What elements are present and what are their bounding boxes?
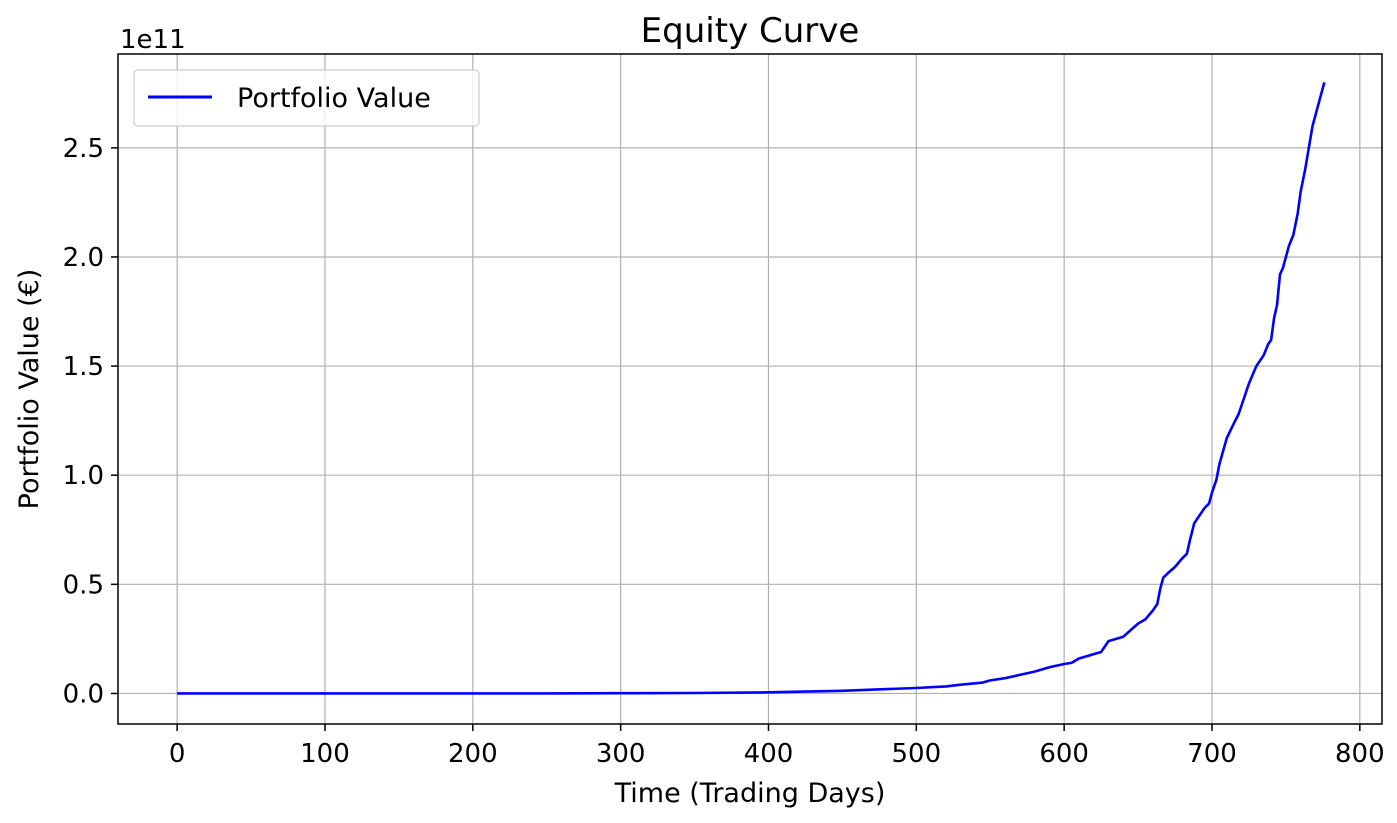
x-tick-label: 300 [596,739,646,769]
y-tick-label: 1.0 [63,461,104,491]
x-tick-label: 800 [1335,739,1385,769]
series-line-portfolio-value [177,82,1326,695]
y-tick-label: 0.0 [63,679,104,709]
legend: Portfolio Value [133,69,480,127]
y-axis-offset-label: 1e11 [120,25,186,55]
y-tick-label: 0.5 [63,570,104,600]
x-tick-label: 600 [1039,739,1089,769]
legend-box [133,69,480,127]
x-tick-label: 0 [169,739,186,769]
x-tick-label: 100 [300,739,350,769]
y-tick-label: 2.0 [63,243,104,273]
x-tick-label: 200 [448,739,498,769]
x-tick-label: 500 [891,739,941,769]
x-axis-label: Time (Trading Days) [614,778,886,809]
y-axis-label: Portfolio Value (€) [14,269,45,510]
x-tick-label: 700 [1187,739,1237,769]
y-tick-label: 2.5 [63,134,104,164]
series-layer [177,82,1326,695]
chart-title: Equity Curve [641,11,860,51]
y-axis: 0.0 0.5 1.0 1.5 2.0 2.5 [63,134,118,709]
legend-label-portfolio-value: Portfolio Value [237,83,431,114]
grid-lines [118,54,1382,724]
x-tick-label: 400 [744,739,794,769]
plot-frame [117,53,1383,725]
y-tick-label: 1.5 [63,352,104,382]
x-axis: 0 100 200 300 400 500 600 700 800 [169,724,1385,769]
